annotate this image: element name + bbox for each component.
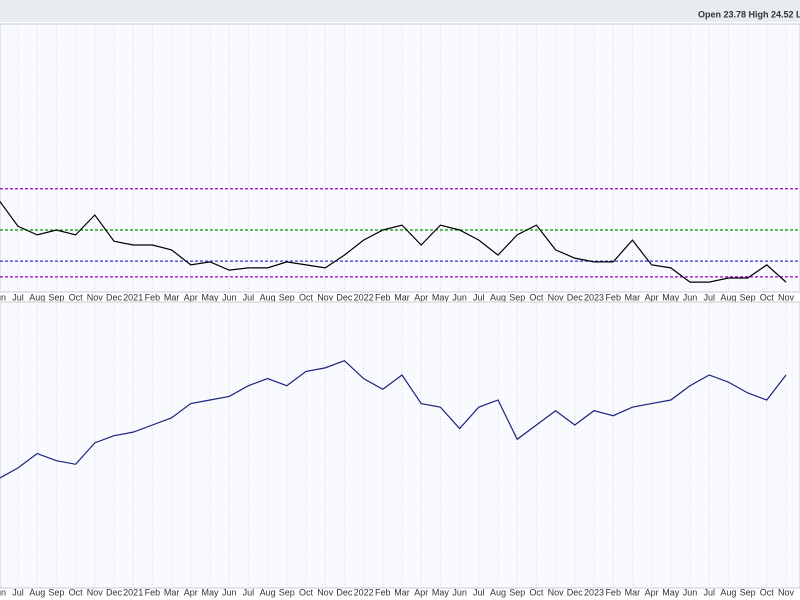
x-tick-label: Apr [645,292,659,302]
panel-background [0,301,800,589]
x-tick-label: Feb [375,587,391,597]
x-tick-label: Jul [473,587,485,597]
x-tick-label: Jun [683,292,698,302]
price-line [0,360,787,479]
x-tick-label: Jul [243,587,255,597]
x-tick-label: Dec [567,292,584,302]
x-tick-label: Feb [605,292,621,302]
x-tick-label: May [432,292,450,302]
x-tick-label: Feb [145,292,161,302]
x-tick-label: Oct [529,292,544,302]
header-bar [0,0,800,22]
x-tick-label: 2021 [123,587,143,597]
x-tick-label: Sep [509,292,525,302]
x-tick-label: Apr [414,292,428,302]
x-tick-label: Jun [222,587,237,597]
x-tick-label: Sep [509,587,525,597]
x-tick-label: May [201,587,219,597]
x-tick-label: Oct [299,587,314,597]
x-tick-label: Sep [279,292,295,302]
x-tick-label: Nov [87,292,104,302]
x-tick-label: Jun [0,292,6,302]
x-tick-label: Mar [394,292,410,302]
x-tick-label: 2022 [354,587,374,597]
x-tick-label: Nov [548,292,565,302]
x-tick-label: Jul [12,587,24,597]
x-tick-label: Jul [473,292,485,302]
x-tick-label: May [662,292,680,302]
x-tick-label: Sep [48,292,64,302]
price-line [0,200,787,283]
x-tick-label: 2023 [584,587,604,597]
x-tick-label: Aug [260,292,276,302]
x-tick-label: Dec [336,587,353,597]
x-tick-label: Jun [452,292,467,302]
x-tick-label: Apr [645,587,659,597]
x-tick-label: Aug [29,292,45,302]
x-tick-label: 2023 [584,292,604,302]
x-tick-label: Jun [452,587,467,597]
x-tick-label: Dec [567,587,584,597]
x-tick-label: Feb [605,587,621,597]
x-tick-label: Jun [222,292,237,302]
x-tick-label: Jul [12,292,24,302]
x-tick-label: Aug [29,587,45,597]
x-tick-label: Oct [69,587,84,597]
x-tick-label: Aug [720,292,736,302]
x-tick-label: Jul [243,292,255,302]
x-tick-label: Oct [529,587,544,597]
x-tick-label: Mar [164,292,180,302]
x-tick-label: 2022 [354,292,374,302]
x-tick-label: Oct [69,292,84,302]
x-tick-label: 2021 [123,292,143,302]
x-tick-label: Feb [375,292,391,302]
x-tick-label: Aug [260,587,276,597]
x-tick-label: Nov [778,587,795,597]
x-tick-label: Dec [106,587,123,597]
x-tick-label: Sep [48,587,64,597]
x-tick-label: Nov [548,587,565,597]
x-tick-label: Aug [490,587,506,597]
x-tick-label: Jun [0,587,6,597]
x-tick-label: Jun [683,587,698,597]
x-tick-label: May [662,587,680,597]
x-tick-label: Oct [760,587,775,597]
x-tick-label: Sep [740,587,756,597]
x-tick-label: May [201,292,219,302]
x-tick-label: Oct [760,292,775,302]
x-tick-label: Mar [625,587,641,597]
x-tick-label: Jul [703,292,715,302]
x-tick-label: Sep [279,587,295,597]
x-tick-label: Feb [145,587,161,597]
x-tick-label: Apr [414,587,428,597]
x-tick-label: Nov [317,587,334,597]
x-tick-label: Dec [336,292,353,302]
x-tick-label: Nov [317,292,334,302]
x-tick-label: Aug [720,587,736,597]
x-tick-label: Mar [394,587,410,597]
x-tick-label: Mar [164,587,180,597]
x-tick-label: Aug [490,292,506,302]
x-tick-label: Apr [184,292,198,302]
panel-background [0,23,800,293]
x-tick-label: Mar [625,292,641,302]
quote: Open 23.78 High 24.52 Lo [698,9,800,19]
x-tick-label: Oct [299,292,314,302]
x-tick-label: Apr [184,587,198,597]
x-tick-label: Nov [778,292,795,302]
x-tick-label: Nov [87,587,104,597]
x-tick-label: Dec [106,292,123,302]
x-tick-label: Jul [703,587,715,597]
x-tick-label: Sep [740,292,756,302]
x-tick-label: May [432,587,450,597]
